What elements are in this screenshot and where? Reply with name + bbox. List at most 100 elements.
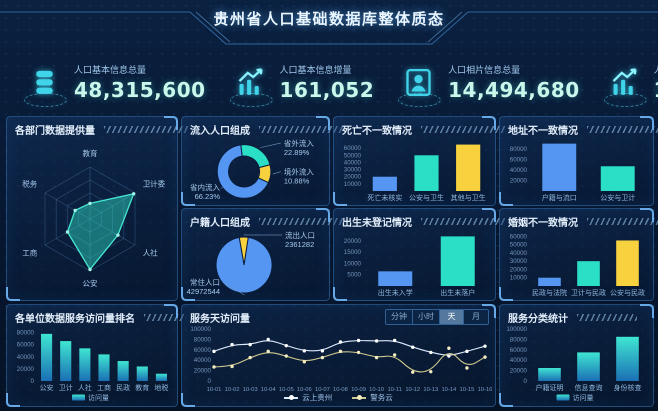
svg-text:地税: 地税 — [154, 383, 168, 392]
svg-text:工商: 工商 — [97, 383, 111, 392]
svg-text:税务: 税务 — [22, 179, 37, 189]
panel-dept-data-supply: 各部门数据提供量 教育 卫计委 人社 公安 工商 税务 — [6, 116, 188, 301]
svg-text:20000: 20000 — [344, 238, 362, 245]
panel-header: 服务分类统计 — [500, 305, 653, 325]
title-hatch-decoration — [104, 125, 188, 133]
svg-text:其他与卫生: 其他与卫生 — [451, 193, 486, 202]
address-bar-chart: 20000 40000 60000 80000 户籍与流口 公安与卫计 — [502, 136, 651, 203]
svg-text:10-13: 10-13 — [423, 387, 438, 393]
panel-header: 流入人口组成 — [182, 117, 343, 137]
kpi-value: 14,494,680 — [448, 77, 580, 102]
svg-text:0: 0 — [208, 378, 212, 385]
unit-rank-bar-chart: 0 20000 40000 60000 80000 公安 卫计 人社 工商 民政 教育 地税 访问量 — [9, 324, 175, 404]
svg-text:公安与卫计: 公安与卫计 — [600, 193, 635, 202]
svg-text:20000: 20000 — [194, 368, 212, 375]
svg-text:教育: 教育 — [83, 148, 98, 158]
pedestal-decoration — [398, 92, 442, 107]
svg-text:40000: 40000 — [510, 250, 528, 257]
title-hatch-decoration — [421, 217, 505, 225]
svg-text:10-04: 10-04 — [261, 387, 277, 393]
svg-text:身份核查: 身份核查 — [614, 383, 642, 392]
svg-text:10-16: 10-16 — [478, 387, 493, 393]
panel-title: 各单位数据服务访问量排名 — [15, 313, 135, 325]
panel-inflow-composition: 流入人口组成 省外流入 22.89% 境外流入 10.88% 省内流入 66.23% — [181, 116, 343, 206]
panel-title: 服务天访问量 — [190, 313, 250, 325]
svg-text:15000: 15000 — [344, 249, 362, 256]
kpi-card: 人口基本信息增量 161,052 — [206, 52, 375, 112]
panel-address-inconsistency: 地址不一致情况 20000 40000 60000 80000 户籍与流口 公安与卫计 — [499, 116, 658, 206]
tab-小时[interactable]: 小时 — [413, 310, 440, 324]
svg-text:卫计: 卫计 — [59, 383, 73, 392]
svg-text:20000: 20000 — [510, 177, 528, 184]
svg-text:30000: 30000 — [510, 258, 528, 265]
svg-text:80000: 80000 — [17, 330, 35, 337]
svg-text:10-14: 10-14 — [441, 387, 457, 393]
panel-marriage-inconsistency: 婚姻不一致情况 10000 20000 30000 40000 50000 60000 民政… — [499, 208, 658, 301]
svg-text:60000: 60000 — [17, 342, 35, 349]
svg-text:20000: 20000 — [17, 366, 35, 373]
legend-item-警务云: 警务云 — [352, 392, 393, 403]
tab-分钟[interactable]: 分钟 — [386, 310, 413, 324]
svg-text:60000: 60000 — [194, 347, 212, 354]
svg-text:60000: 60000 — [344, 145, 362, 152]
svg-text:公安与民政: 公安与民政 — [610, 288, 645, 297]
panel-header: 各单位数据服务访问量排名 — [7, 305, 184, 325]
kpi-value: 1,611 — [654, 78, 658, 102]
panel-title: 死亡不一致情况 — [342, 125, 412, 137]
kpi-card: 人口基本信息总量 48,315,600 — [0, 52, 206, 112]
tab-月[interactable]: 月 — [464, 310, 488, 324]
pedestal-decoration — [603, 92, 647, 107]
svg-text:民政与法院: 民政与法院 — [532, 288, 567, 297]
title-hatch-decoration — [587, 125, 658, 133]
svg-text:出生未入学: 出生未入学 — [378, 288, 413, 297]
tab-天[interactable]: 天 — [440, 310, 464, 324]
page-title: 贵州省人口基础数据库整体质态 — [213, 11, 445, 28]
dept-supply-radar-chart: 教育 卫计委 人社 公安 工商 税务 — [9, 136, 175, 298]
svg-text:100000: 100000 — [506, 326, 527, 333]
panel-title: 各部门数据提供量 — [15, 125, 95, 137]
svg-text:50000: 50000 — [344, 152, 362, 159]
svg-text:10-10: 10-10 — [369, 387, 384, 393]
kpi-label: 人口相片信息总量 — [448, 64, 521, 75]
svg-text:10-09: 10-09 — [351, 387, 366, 393]
svg-text:60000: 60000 — [510, 233, 528, 240]
svg-text:卫计与民政: 卫计与民政 — [571, 288, 606, 297]
service-category-bar-chart: 0 20000 40000 60000 80000 100000 户籍证明 信息查询 身份核查访… — [502, 324, 651, 404]
panel-header: 户籍人口组成 — [182, 209, 343, 229]
panel-header: 出生未登记情况 — [334, 209, 505, 229]
household-pie-chart: 流出人口 2361282 常住人口 42972544 — [184, 228, 327, 298]
panel-death-inconsistency: 死亡不一致情况 10000 20000 30000 40000 50000 60000 死亡… — [333, 116, 505, 206]
panel-title: 流入人口组成 — [190, 125, 250, 137]
svg-text:80000: 80000 — [194, 336, 212, 343]
svg-text:户籍与流口: 户籍与流口 — [542, 193, 577, 202]
svg-text:10000: 10000 — [344, 260, 362, 267]
title-hatch-decoration — [144, 313, 184, 321]
title-hatch-decoration — [587, 217, 658, 225]
panel-birth-unregistered: 出生未登记情况 5000 10000 15000 20000 出生未入学 出生未落户 — [333, 208, 505, 301]
panel-header: 各部门数据提供量 — [7, 117, 188, 137]
kpi-text: 人口基本信息总量 48,315,600 — [74, 63, 206, 102]
svg-text:公安与卫生: 公安与卫生 — [409, 193, 444, 202]
svg-text:10000: 10000 — [510, 275, 528, 282]
panel-title: 婚姻不一致情况 — [508, 217, 578, 229]
daily-visits-line-chart: 0 20000 40000 60000 80000 100000 10-01 10-02 10-… — [184, 324, 493, 404]
kpi-text: 人口基本信息增量 161,052 — [280, 63, 375, 102]
svg-text:工商: 工商 — [22, 247, 37, 257]
svg-text:10-12: 10-12 — [405, 387, 420, 393]
kpi-card: 人口相片信息增量 1,611 — [580, 52, 658, 112]
svg-text:20000: 20000 — [510, 266, 528, 273]
svg-text:卫计委: 卫计委 — [143, 179, 166, 189]
svg-text:民政: 民政 — [116, 383, 130, 392]
svg-text:10-15: 10-15 — [460, 387, 475, 393]
panel-header: 婚姻不一致情况 — [500, 209, 658, 229]
svg-text:40000: 40000 — [17, 354, 35, 361]
svg-text:10-08: 10-08 — [333, 387, 348, 393]
birth-bar-chart: 5000 10000 15000 20000 出生未入学 出生未落户 — [336, 228, 493, 298]
svg-text:10000: 10000 — [344, 181, 362, 188]
panel-title: 地址不一致情况 — [508, 125, 578, 137]
svg-text:10-03: 10-03 — [243, 387, 258, 393]
svg-text:100000: 100000 — [190, 326, 211, 333]
database-icon — [24, 66, 67, 107]
